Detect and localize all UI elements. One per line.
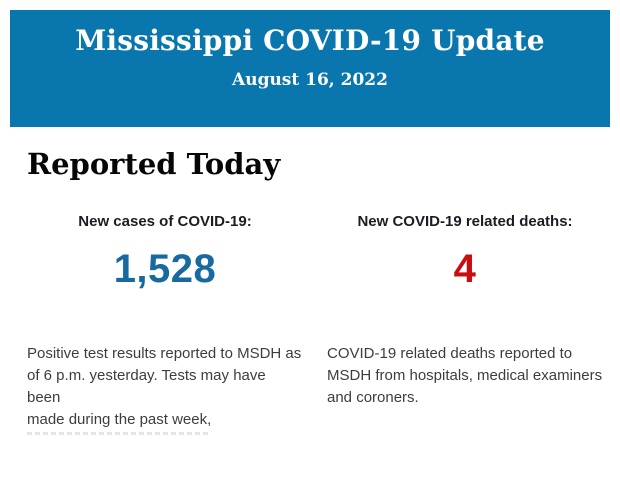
stats-columns: New cases of COVID-19: 1,528 Positive te… (27, 214, 620, 435)
deaths-label: New COVID-19 related deaths: (357, 213, 573, 230)
section-heading: Reported Today (27, 147, 281, 181)
cases-label: New cases of COVID-19: (78, 213, 252, 230)
cases-value: 1,528 (113, 247, 217, 291)
header-banner: Mississippi COVID-19 Update August 16, 2… (10, 10, 610, 127)
cases-column: New cases of COVID-19: 1,528 Positive te… (27, 214, 303, 435)
cases-description: Positive test results reported to MSDH a… (27, 345, 302, 428)
cropped-text-remnant (27, 432, 209, 435)
report-date: August 16, 2022 (232, 70, 388, 90)
deaths-description: COVID-19 related deaths reported to MSDH… (327, 345, 603, 406)
deaths-column: New COVID-19 related deaths: 4 COVID-19 … (327, 214, 603, 435)
page-title: Mississippi COVID-19 Update (75, 24, 545, 57)
deaths-value: 4 (453, 247, 477, 291)
